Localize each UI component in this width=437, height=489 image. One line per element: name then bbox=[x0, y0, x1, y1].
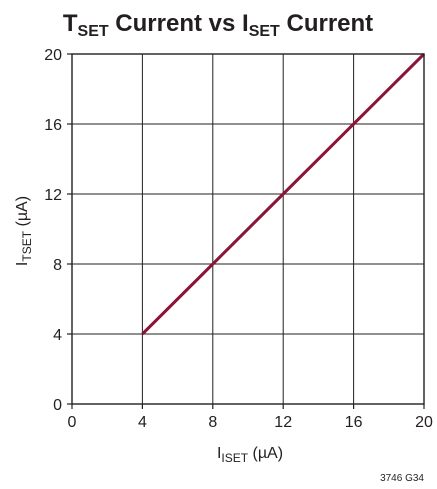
y-tick-label: 0 bbox=[53, 397, 62, 414]
x-tick-label: 8 bbox=[208, 414, 217, 431]
x-tick-label: 0 bbox=[68, 414, 77, 431]
title-subscript-1: SET bbox=[78, 23, 109, 40]
y-label-prefix: I bbox=[14, 262, 31, 266]
y-tick-label: 4 bbox=[53, 327, 62, 344]
y-label-suffix: (µA) bbox=[14, 196, 31, 231]
x-label-subscript: ISET bbox=[221, 451, 248, 465]
figure-id: 3746 G34 bbox=[380, 473, 424, 484]
title-subscript-2: SET bbox=[249, 23, 280, 40]
y-axis-label: ITSET (µA) bbox=[14, 196, 34, 266]
x-axis-label: IISET (µA) bbox=[217, 445, 283, 465]
x-tick-label: 20 bbox=[415, 414, 433, 431]
y-label-subscript: TSET bbox=[20, 230, 34, 261]
y-tick-label: 12 bbox=[44, 187, 62, 204]
x-tick-label: 4 bbox=[138, 414, 147, 431]
y-tick-labels: 0 4 8 12 16 20 bbox=[44, 47, 62, 414]
x-label-suffix: (µA) bbox=[248, 445, 283, 462]
x-label-prefix: I bbox=[217, 445, 221, 462]
y-tick-label: 8 bbox=[53, 257, 62, 274]
chart-title: TSET Current vs ISET Current bbox=[63, 10, 373, 40]
title-suffix: Current bbox=[280, 10, 373, 37]
grid bbox=[72, 54, 424, 404]
series-line bbox=[141, 52, 426, 336]
plot-border bbox=[71, 53, 425, 405]
x-tick-labels: 0 4 8 12 16 20 bbox=[68, 414, 433, 431]
y-tick-label: 20 bbox=[44, 47, 62, 64]
x-tick-label: 16 bbox=[345, 414, 363, 431]
plot-frame bbox=[67, 53, 425, 409]
x-tick-label: 12 bbox=[274, 414, 292, 431]
title-middle: Current vs I bbox=[109, 10, 249, 37]
y-tick-label: 16 bbox=[44, 117, 62, 134]
series-group bbox=[141, 52, 426, 336]
title-prefix: T bbox=[63, 10, 78, 37]
